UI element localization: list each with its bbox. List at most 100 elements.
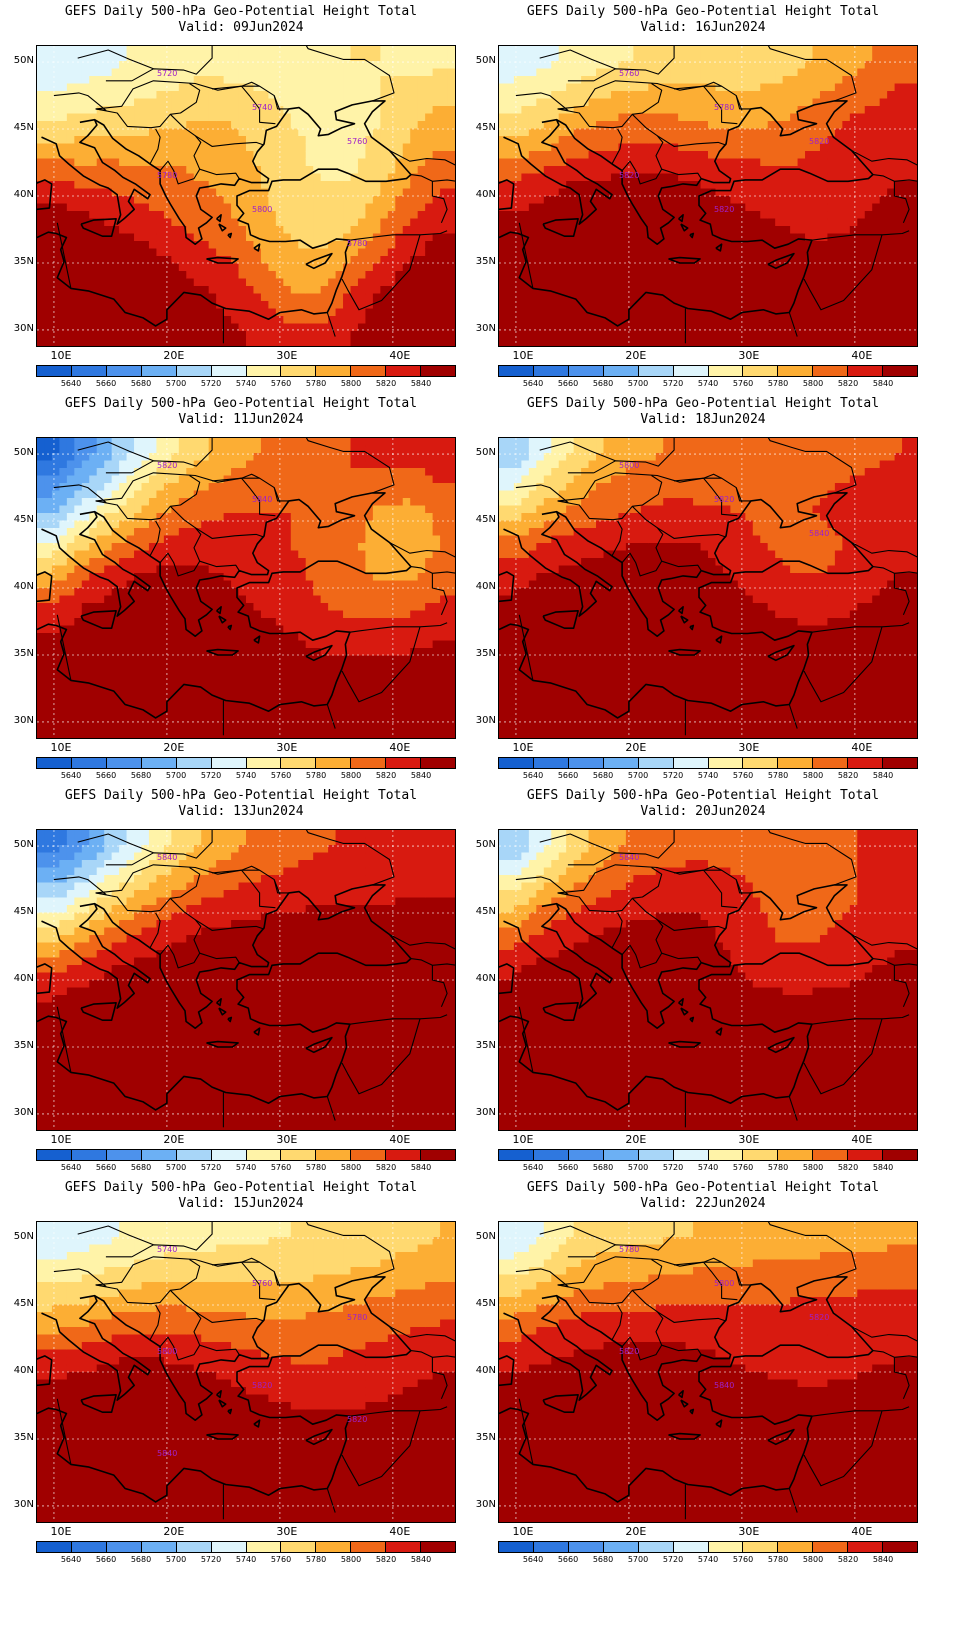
height-cell	[343, 241, 352, 250]
height-cell	[849, 121, 858, 130]
height-cell	[819, 53, 829, 62]
height-cell	[872, 218, 881, 227]
height-cell	[819, 68, 829, 77]
height-cell	[432, 68, 441, 77]
height-cell	[700, 61, 709, 70]
height-cell	[633, 91, 642, 100]
height-cell	[231, 248, 240, 257]
height-cell	[402, 286, 411, 295]
height-cell	[238, 323, 247, 332]
height-cell	[894, 136, 903, 145]
height-cell	[193, 158, 202, 167]
height-cell	[163, 475, 172, 484]
height-cell	[37, 445, 46, 454]
height-cell	[253, 263, 262, 272]
height-cell	[812, 136, 821, 145]
height-cell	[663, 196, 672, 205]
height-cell	[693, 256, 702, 265]
height-cell	[260, 468, 269, 477]
height-cell	[506, 293, 515, 302]
height-cell	[148, 308, 158, 317]
height-cell	[119, 83, 128, 92]
height-cell	[260, 460, 269, 469]
height-cell	[193, 490, 202, 499]
map-area: 5760 5780 5820 5820 5820	[498, 45, 918, 347]
height-cell	[506, 158, 515, 167]
height-cell	[89, 438, 98, 447]
height-cell	[260, 158, 269, 167]
height-cell	[89, 241, 98, 250]
height-cell	[440, 438, 449, 447]
height-cell	[879, 308, 888, 317]
height-cell	[268, 331, 277, 340]
height-cell	[37, 241, 46, 250]
height-cell	[573, 338, 582, 346]
height-cell	[37, 188, 46, 197]
height-cell	[610, 338, 620, 346]
height-cell	[872, 136, 881, 145]
height-cell	[357, 331, 367, 340]
height-cell	[722, 226, 731, 235]
height-cell	[380, 98, 389, 107]
height-cell	[320, 196, 329, 205]
height-cell	[89, 445, 98, 454]
height-cell	[305, 278, 314, 287]
height-cell	[655, 136, 664, 145]
height-cell	[849, 338, 858, 346]
height-cell	[737, 211, 746, 220]
height-cell	[253, 143, 262, 152]
height-cell	[410, 91, 419, 100]
height-cell	[111, 196, 120, 205]
height-cell	[745, 61, 754, 70]
height-cell	[148, 188, 158, 197]
height-cell	[305, 438, 314, 447]
height-cell	[513, 188, 522, 197]
height-cell	[238, 113, 247, 122]
height-cell	[670, 278, 679, 287]
height-cell	[790, 136, 799, 145]
height-cell	[246, 181, 255, 190]
height-cell	[365, 143, 374, 152]
height-cell	[558, 203, 567, 212]
height-cell	[246, 308, 255, 317]
height-cell	[186, 53, 195, 62]
height-cell	[335, 271, 344, 280]
colorbar-label: 5740	[697, 379, 719, 388]
height-cell	[171, 76, 180, 85]
height-cell	[596, 173, 605, 182]
height-cell	[357, 233, 367, 242]
height-cell	[290, 196, 299, 205]
height-cell	[246, 173, 255, 182]
height-cell	[104, 158, 113, 167]
height-cell	[849, 211, 858, 220]
height-cell	[596, 158, 605, 167]
height-cell	[74, 278, 83, 287]
height-cell	[685, 68, 694, 77]
height-cell	[380, 196, 389, 205]
height-cell	[395, 453, 404, 462]
height-cell	[767, 301, 776, 310]
height-cell	[134, 76, 143, 85]
height-cell	[842, 188, 851, 197]
height-cell	[37, 91, 46, 100]
height-cell	[365, 316, 374, 325]
height-cell	[253, 158, 262, 167]
height-cell	[849, 91, 858, 100]
height-cell	[74, 151, 83, 160]
height-cell	[111, 76, 120, 85]
height-cell	[700, 76, 709, 85]
height-cell	[857, 181, 866, 190]
height-cell	[96, 286, 105, 295]
height-cell	[528, 166, 537, 175]
panel-valid-date: Valid: 09Jun2024	[178, 20, 304, 35]
height-cell	[387, 106, 396, 115]
height-cell	[148, 113, 158, 122]
height-cell	[566, 286, 575, 295]
height-cell	[268, 460, 277, 469]
height-cell	[528, 316, 537, 325]
height-cell	[104, 166, 113, 175]
height-cell	[283, 286, 292, 295]
height-cell	[887, 46, 896, 55]
height-cell	[44, 316, 53, 325]
height-cell	[425, 106, 434, 115]
